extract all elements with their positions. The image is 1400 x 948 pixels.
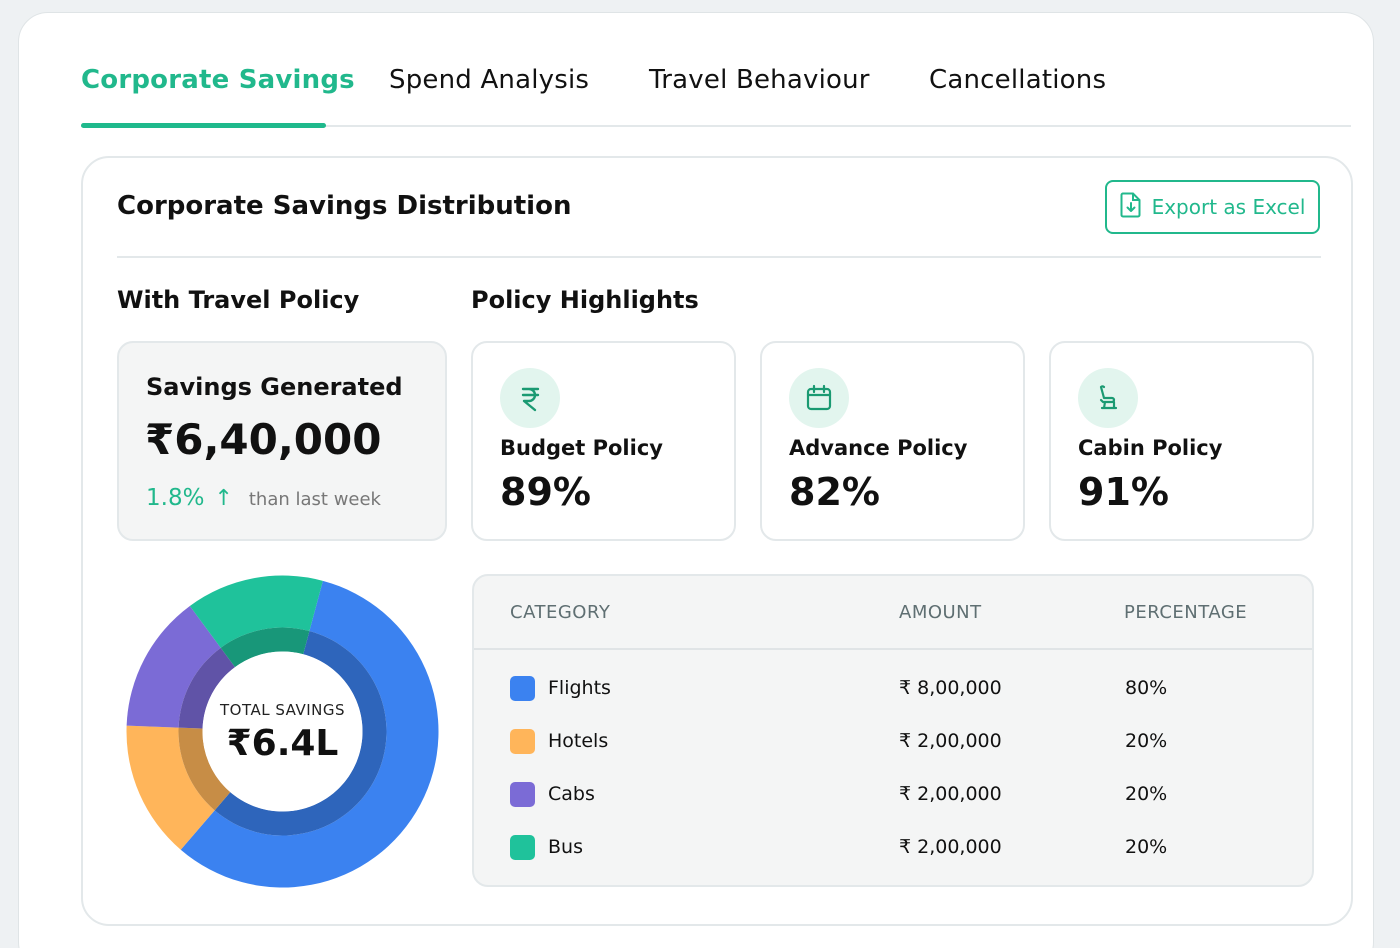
trend-percent: 1.8%: [146, 485, 205, 511]
cabin-policy-card: Cabin Policy 91%: [1049, 341, 1314, 541]
advance-policy-card: Advance Policy 82%: [760, 341, 1025, 541]
tab-corporate-savings[interactable]: Corporate Savings: [81, 65, 355, 95]
panel-divider: [117, 256, 1321, 258]
header-percentage: PERCENTAGE: [1124, 602, 1248, 623]
donut-center-value: ₹6.4L: [226, 723, 339, 764]
export-excel-button[interactable]: Export as Excel: [1105, 180, 1320, 234]
donut-center-label: TOTAL SAVINGS: [219, 701, 345, 719]
savings-generated-card: Savings Generated ₹6,40,000 1.8% ↑ than …: [117, 341, 447, 541]
with-policy-heading: With Travel Policy: [117, 286, 360, 314]
donut-slice-flights: [180, 580, 439, 888]
row-percentage: 20%: [1125, 783, 1168, 805]
file-download-icon: [1120, 192, 1142, 223]
policy-label: Budget Policy: [500, 436, 663, 460]
row-amount: ₹ 2,00,000: [899, 783, 1002, 805]
policy-value: 82%: [789, 470, 880, 514]
export-label: Export as Excel: [1151, 195, 1306, 219]
trend-caption: than last week: [248, 489, 381, 510]
policy-highlights-heading: Policy Highlights: [471, 286, 699, 314]
active-tab-indicator: [81, 123, 326, 128]
donut-svg: [126, 575, 439, 888]
seat-icon: [1078, 368, 1138, 428]
tab-spend-analysis[interactable]: Spend Analysis: [389, 65, 590, 95]
rupee-icon: [500, 368, 560, 428]
donut-center: TOTAL SAVINGS ₹6.4L: [125, 574, 440, 889]
header-category: CATEGORY: [510, 602, 611, 623]
legend-swatch: [510, 729, 535, 754]
dashboard-card: Corporate Savings Spend Analysis Travel …: [18, 12, 1374, 948]
donut-slice-hotels: [126, 725, 215, 850]
tab-bar: Corporate Savings Spend Analysis Travel …: [81, 53, 1351, 128]
table-header: CATEGORY AMOUNT PERCENTAGE: [474, 576, 1312, 650]
table-row: Bus ₹ 2,00,000 20%: [474, 821, 1312, 874]
row-category: Cabs: [548, 783, 595, 805]
calendar-icon: [789, 368, 849, 428]
table-row: Hotels ₹ 2,00,000 20%: [474, 715, 1312, 768]
row-amount: ₹ 2,00,000: [899, 836, 1002, 858]
header-amount: AMOUNT: [899, 602, 982, 623]
savings-donut-chart: TOTAL SAVINGS ₹6.4L: [125, 574, 440, 889]
donut-slice-inner-cabs: [178, 647, 235, 729]
row-percentage: 20%: [1125, 836, 1168, 858]
tab-cancellations[interactable]: Cancellations: [929, 65, 1107, 95]
arrow-up-icon: ↑: [214, 486, 233, 511]
donut-slice-inner-flights: [214, 631, 387, 836]
row-percentage: 80%: [1125, 677, 1168, 699]
donut-slice-inner-hotels: [178, 727, 231, 811]
row-amount: ₹ 8,00,000: [899, 677, 1002, 699]
savings-distribution-panel: Corporate Savings Distribution Export as…: [81, 156, 1353, 926]
row-percentage: 20%: [1125, 730, 1168, 752]
donut-slice-inner-bus: [220, 627, 310, 668]
policy-value: 91%: [1078, 470, 1169, 514]
savings-trend: 1.8% ↑ than last week: [146, 485, 381, 511]
row-category: Bus: [548, 836, 583, 858]
policy-label: Cabin Policy: [1078, 436, 1223, 460]
policy-label: Advance Policy: [789, 436, 968, 460]
panel-title: Corporate Savings Distribution: [117, 191, 572, 221]
legend-swatch: [510, 835, 535, 860]
donut-slice-cabs: [126, 605, 221, 728]
donut-hole: [202, 651, 363, 812]
legend-swatch: [510, 676, 535, 701]
table-row: Cabs ₹ 2,00,000 20%: [474, 768, 1312, 821]
table-row: Flights ₹ 8,00,000 80%: [474, 662, 1312, 715]
row-amount: ₹ 2,00,000: [899, 730, 1002, 752]
row-category: Flights: [548, 677, 611, 699]
savings-label: Savings Generated: [146, 373, 403, 401]
legend-swatch: [510, 782, 535, 807]
row-category: Hotels: [548, 730, 609, 752]
policy-value: 89%: [500, 470, 591, 514]
category-table: CATEGORY AMOUNT PERCENTAGE Flights ₹ 8,0…: [472, 574, 1314, 887]
budget-policy-card: Budget Policy 89%: [471, 341, 736, 541]
donut-slice-bus: [189, 575, 323, 648]
savings-value: ₹6,40,000: [145, 415, 382, 464]
tab-travel-behaviour[interactable]: Travel Behaviour: [649, 65, 870, 95]
